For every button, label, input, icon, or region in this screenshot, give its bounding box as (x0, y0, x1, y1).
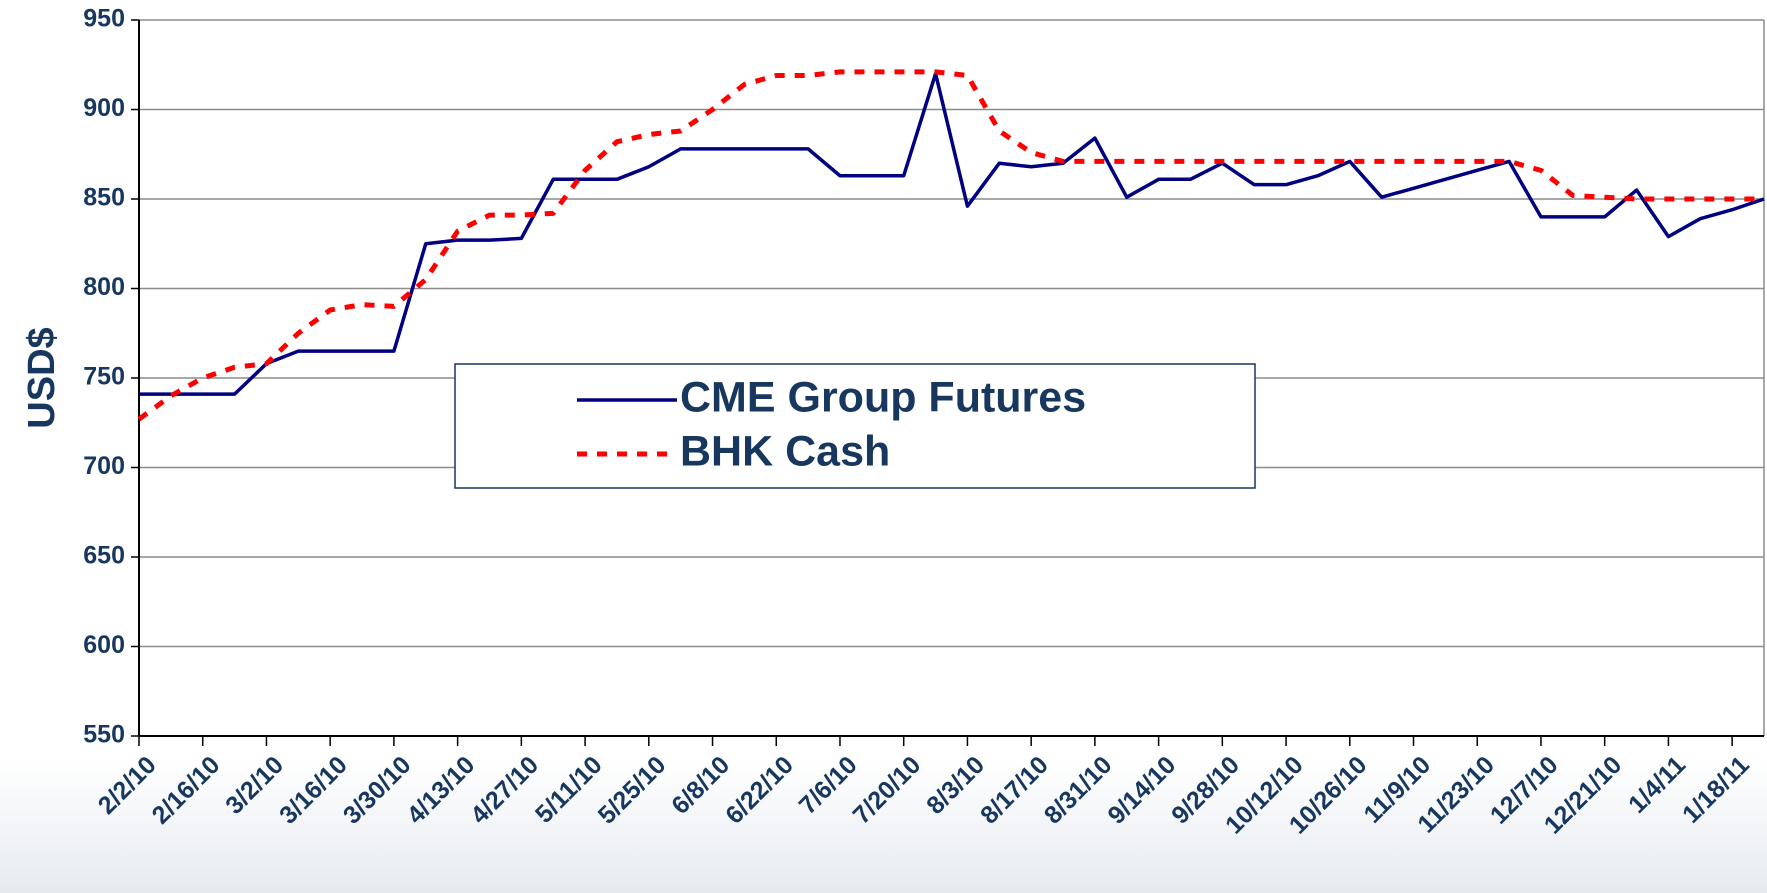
y-tick-label: 950 (83, 5, 125, 33)
y-tick-label: 550 (83, 721, 125, 749)
legend-label: CME Group Futures (680, 373, 1086, 421)
y-axis-title: USD$ (21, 327, 63, 428)
y-tick-label: 750 (83, 363, 125, 391)
y-tick-label: 650 (83, 542, 125, 570)
y-tick-label: 900 (83, 94, 125, 122)
y-tick-label: 700 (83, 452, 125, 480)
legend-label: BHK Cash (680, 427, 890, 475)
legend-box (454, 363, 1256, 489)
y-tick-label: 850 (83, 184, 125, 212)
y-tick-label: 800 (83, 273, 125, 301)
series-line (139, 71, 1765, 396)
y-tick-label: 600 (83, 631, 125, 659)
